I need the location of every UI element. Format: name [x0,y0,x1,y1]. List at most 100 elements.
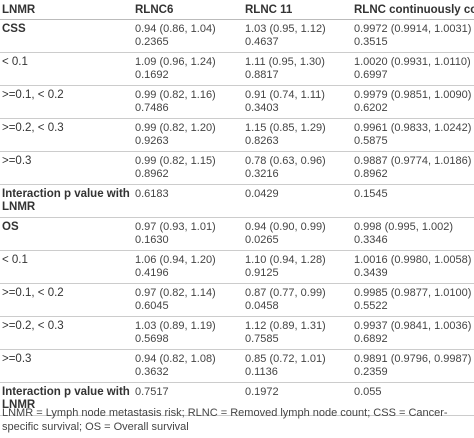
table-cell: 0.99 (0.82, 1.20) 0.9263 [133,118,243,152]
cell-p-value: 0.0458 [245,299,279,312]
cell-p-value: 0.3439 [354,266,388,279]
table-cell: 0.78 (0.63, 0.96) 0.3216 [243,151,352,185]
cell-p-value: 0.4196 [135,266,169,279]
cell-p-value: 0.3403 [245,101,279,114]
table-cell: 0.1545 [352,184,474,218]
cell-estimate: 0.85 (0.72, 1.01) [245,353,326,365]
table-cell: 0.99 (0.82, 1.15) 0.8962 [133,151,243,185]
table-cell: 0.9891 (0.9796, 0.9987) 0.2359 [352,349,474,383]
cell-p-value: 0.7585 [245,332,279,345]
cell-p-value: 0.3632 [135,365,169,378]
cell-p-value: 0.2359 [354,365,388,378]
cell-p-value: 0.8962 [135,167,169,180]
table-row: >=0.1, < 0.2 0.97 (0.82, 1.14) 0.6045 0.87 … [0,283,474,317]
cell-p-value: 0.6045 [135,299,169,312]
row-label: < 0.1 [0,250,133,284]
cell-estimate: 1.15 (0.85, 1.29) [245,122,326,134]
table-cell: 0.85 (0.72, 1.01) 0.1136 [243,349,352,383]
cell-estimate: 0.99 (0.82, 1.15) [135,155,216,167]
table-row: >=0.2, < 0.3 1.03 (0.89, 1.19) 0.5698 1.12 … [0,316,474,350]
table-cell: 1.12 (0.89, 1.31) 0.7585 [243,316,352,350]
cell-p-value: 0.8263 [245,134,279,147]
table-cell: 0.99 (0.82, 1.16) 0.7486 [133,85,243,119]
table-cell: 0.94 (0.90, 0.99) 0.0265 [243,217,352,251]
table-row: >=0.3 0.99 (0.82, 1.15) 0.8962 0.78 (0.63, … [0,151,474,185]
table-cell: 1.11 (0.95, 1.30) 0.8817 [243,52,352,86]
cell-estimate: 0.9887 (0.9774, 1.0186) [354,155,472,167]
cell-estimate: 0.6183 [135,188,169,200]
header-cell: RLNC continuously coded [352,0,474,20]
table-cell: 0.87 (0.77, 0.99) 0.0458 [243,283,352,317]
row-label: OS [0,217,133,251]
table-cell: 0.998 (0.995, 1.002) 0.3346 [352,217,474,251]
table-cell: 0.055 [352,382,474,416]
cell-p-value: 0.9263 [135,134,169,147]
cell-p-value: 0.0265 [245,233,279,246]
cell-estimate: 0.97 (0.93, 1.01) [135,221,216,233]
cell-estimate: 1.03 (0.95, 1.12) [245,23,326,35]
cell-p-value: 0.6997 [354,68,388,81]
cell-estimate: 0.1545 [354,188,388,200]
cell-estimate: 0.97 (0.82, 1.14) [135,287,216,299]
cell-estimate: 0.9891 (0.9796, 0.9987) [354,353,472,365]
row-label: >=0.1, < 0.2 [0,85,133,119]
cell-p-value: 0.3346 [354,233,388,246]
table-cell: 1.15 (0.85, 1.29) 0.8263 [243,118,352,152]
header-cell: LNMR [0,0,133,20]
row-label: >=0.2, < 0.3 [0,118,133,152]
cell-p-value: 0.1692 [135,68,169,81]
footnote: LNMR = Lymph node metastasis risk; RLNC … [2,407,448,433]
table-row: CSS 0.94 (0.86, 1.04) 0.2365 1.03 (0.95, 1.… [0,19,474,53]
cell-estimate: 0.055 [354,386,382,398]
cell-estimate: 0.94 (0.82, 1.08) [135,353,216,365]
cell-estimate: 1.0016 (0.9980, 1.0058) [354,254,472,266]
cell-estimate: 0.9972 (0.9914, 1.0031) [354,23,472,35]
cell-estimate: 1.10 (0.94, 1.28) [245,254,326,266]
row-label: Interaction p value with LNMR [0,184,133,218]
table-cell: 0.9979 (0.9851, 1.0090) 0.6202 [352,85,474,119]
cell-p-value: 0.4637 [245,35,279,48]
table-cell: 0.0429 [243,184,352,218]
cell-estimate: 0.9979 (0.9851, 1.0090) [354,89,472,101]
table-cell: 0.9985 (0.9877, 1.0100) 0.5522 [352,283,474,317]
table-cell: 0.9937 (0.9841, 1.0036) 0.6892 [352,316,474,350]
cell-p-value: 0.8817 [245,68,279,81]
table-cell: 1.10 (0.94, 1.28) 0.9125 [243,250,352,284]
table-row: OS 0.97 (0.93, 1.01) 0.1630 0.94 (0.90, 0.9… [0,217,474,251]
cell-estimate: 0.9985 (0.9877, 1.0100) [354,287,472,299]
table-row: >=0.2, < 0.3 0.99 (0.82, 1.20) 0.9263 1.15 … [0,118,474,152]
row-label: < 0.1 [0,52,133,86]
cell-estimate: 0.7517 [135,386,169,398]
table-cell: 0.97 (0.82, 1.14) 0.6045 [133,283,243,317]
table-cell: 0.9972 (0.9914, 1.0031) 0.3515 [352,19,474,53]
cell-estimate: 1.12 (0.89, 1.31) [245,320,326,332]
row-label: >=0.1, < 0.2 [0,283,133,317]
table-cell: 1.0020 (0.9931, 1.0110) 0.6997 [352,52,474,86]
table-cell: 0.91 (0.74, 1.11) 0.3403 [243,85,352,119]
cell-p-value: 0.5522 [354,299,388,312]
table-cell: 1.03 (0.95, 1.12) 0.4637 [243,19,352,53]
row-label: >=0.3 [0,349,133,383]
cell-estimate: 0.9961 (0.9833, 1.0242) [354,122,472,134]
cell-estimate: 0.87 (0.77, 0.99) [245,287,326,299]
cell-estimate: 1.11 (0.95, 1.30) [245,56,325,68]
cell-p-value: 0.5698 [135,332,169,345]
table-row: Interaction p value with LNMR 0.6183 0.042… [0,184,474,218]
cell-p-value: 0.8962 [354,167,388,180]
cell-estimate: 0.78 (0.63, 0.96) [245,155,326,167]
table-cell: 0.9887 (0.9774, 1.0186) 0.8962 [352,151,474,185]
cell-estimate: 1.09 (0.96, 1.24) [135,56,216,68]
table-cell: 1.06 (0.94, 1.20) 0.4196 [133,250,243,284]
cell-estimate: 0.94 (0.86, 1.04) [135,23,216,35]
cell-estimate: 0.94 (0.90, 0.99) [245,221,326,233]
cell-p-value: 0.9125 [245,266,279,279]
cell-estimate: 0.998 (0.995, 1.002) [354,221,454,233]
table-cell: 0.94 (0.86, 1.04) 0.2365 [133,19,243,53]
table-cell: 0.97 (0.93, 1.01) 0.1630 [133,217,243,251]
cell-p-value: 0.2365 [135,35,169,48]
table-row: >=0.1, < 0.2 0.99 (0.82, 1.16) 0.7486 0.91 … [0,85,474,119]
header-cell: RLNC 11 [243,0,352,20]
